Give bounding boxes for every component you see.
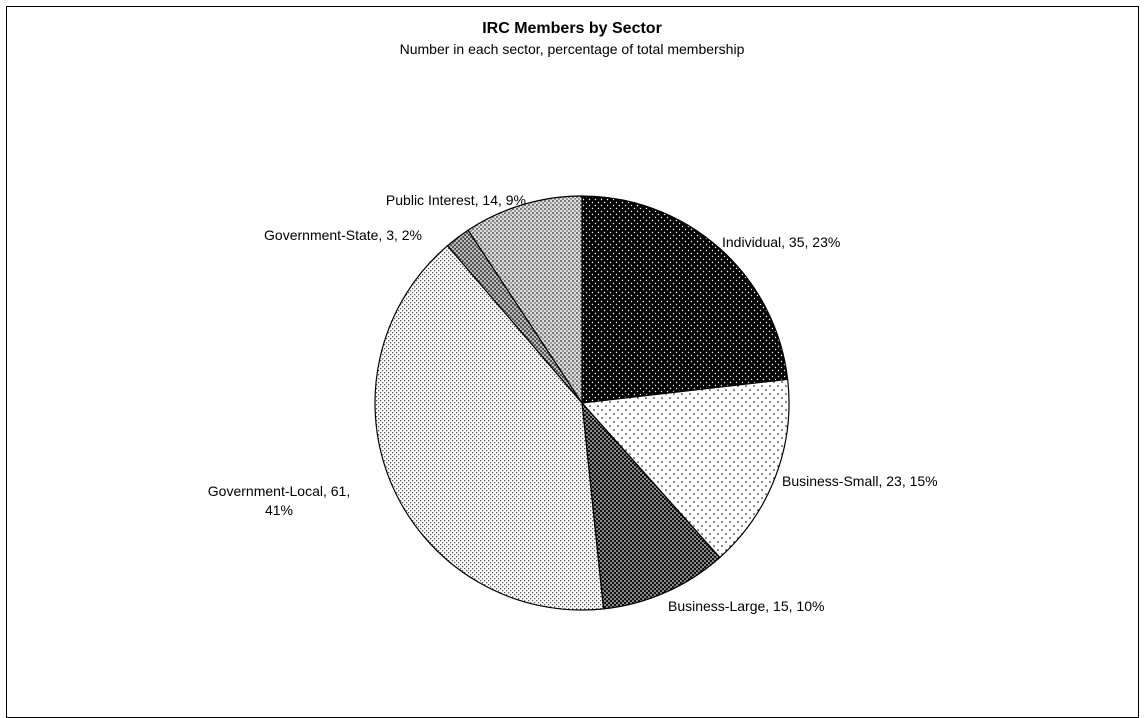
slice-label-business-large: Business-Large, 15, 10% xyxy=(668,598,824,614)
slice-label-public-interest: Public Interest, 14, 9% xyxy=(386,192,526,208)
pie-slices xyxy=(374,195,790,611)
chart-subtitle: Number in each sector, percentage of tot… xyxy=(399,41,745,57)
slice-label-government-state: Government-State, 3, 2% xyxy=(264,227,422,243)
pie-slice-business-large xyxy=(581,401,721,610)
pie-slice-government-local xyxy=(374,244,605,611)
pie-slice-individual xyxy=(581,195,789,404)
slice-label-individual: Individual, 35, 23% xyxy=(722,234,840,250)
pie-slice-business-small xyxy=(580,378,790,559)
pie-slice-public-interest xyxy=(467,195,583,406)
slice-label-business-small: Business-Small, 23, 15% xyxy=(782,473,938,489)
pie-labels: Individual, 35, 23% Business-Small, 23, 1… xyxy=(208,192,938,614)
chart-title: IRC Members by Sector xyxy=(482,20,662,37)
slice-label-government-local: Government-Local, 61, 41% xyxy=(208,483,350,518)
